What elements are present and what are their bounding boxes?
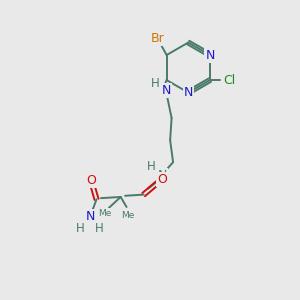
Text: N: N	[158, 169, 167, 182]
Text: O: O	[86, 174, 96, 187]
Text: N: N	[86, 211, 95, 224]
Text: O: O	[157, 173, 167, 186]
Text: Br: Br	[151, 32, 165, 45]
Text: N: N	[205, 49, 214, 62]
Text: N: N	[162, 84, 171, 97]
Text: H: H	[151, 76, 159, 89]
Text: Cl: Cl	[223, 74, 235, 87]
Text: H: H	[147, 160, 156, 173]
Text: H: H	[76, 222, 85, 235]
Text: H: H	[95, 222, 104, 235]
Text: Me: Me	[121, 211, 135, 220]
Text: Me: Me	[98, 209, 111, 218]
Text: N: N	[184, 86, 193, 99]
